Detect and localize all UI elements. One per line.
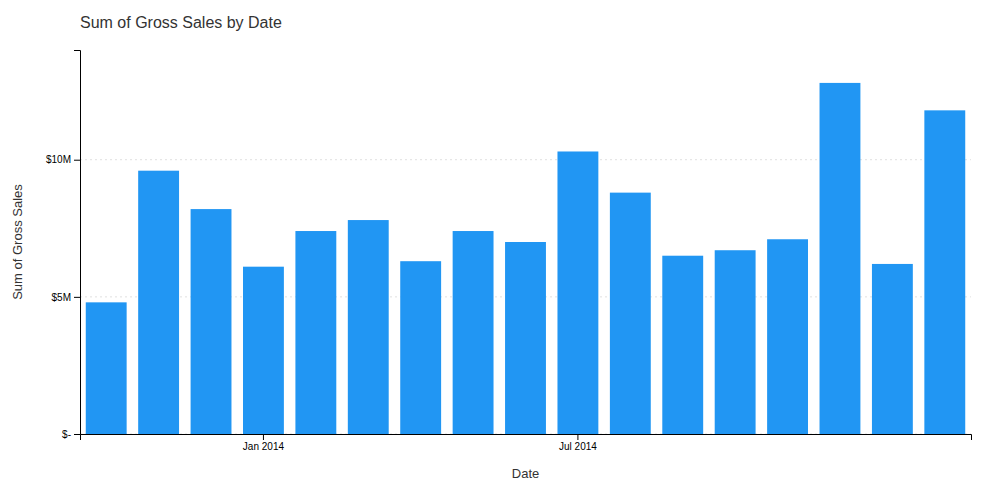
bar [348,220,389,434]
x-axis-line [81,435,972,441]
y-tick: $10M [46,154,80,165]
bar [505,242,546,434]
bar [662,256,703,434]
x-tick-mark [263,434,264,440]
y-tick-mark [74,160,80,161]
y-tick-mark [74,297,80,298]
bar [138,171,179,434]
x-axis: Jan 2014 Jul 2014 [81,434,972,452]
plot-area: Jan 2014 Jul 2014 $- $5M $10M [46,51,972,453]
chart-container: Jan 2014 Jul 2014 $- $5M $10M Sum of Gross Sa… [0,0,1001,494]
chart-title: Sum of Gross Sales by Date [80,14,282,31]
bar [243,267,284,434]
bar [610,193,651,434]
y-tick-label: $10M [46,154,71,165]
chart-svg: Jan 2014 Jul 2014 $- $5M $10M Sum of Gross Sa… [0,0,1001,494]
y-tick: $5M [52,292,80,303]
bar [191,209,232,434]
x-tick-label: Jan 2014 [243,441,285,452]
y-axis-title: Sum of Gross Sales [10,184,25,300]
bar [820,83,861,434]
y-tick-label: $5M [52,292,71,303]
bar [557,151,598,434]
bar [295,231,336,434]
bars [86,83,965,434]
bar [86,302,127,434]
y-axis-line [74,51,81,435]
bar [872,264,913,434]
x-tick: Jul 2014 [559,434,597,452]
y-tick-label: $- [62,429,71,440]
x-tick: Jan 2014 [243,434,285,452]
x-tick-mark [577,434,578,440]
bar [453,231,494,434]
x-axis-title: Date [512,466,539,481]
y-tick-mark [74,434,80,435]
y-tick: $- [62,429,80,440]
bar [767,239,808,434]
bar [924,110,965,434]
y-axis: $- $5M $10M [46,51,81,440]
bar [715,250,756,434]
bar [400,261,441,434]
x-tick-label: Jul 2014 [559,441,597,452]
